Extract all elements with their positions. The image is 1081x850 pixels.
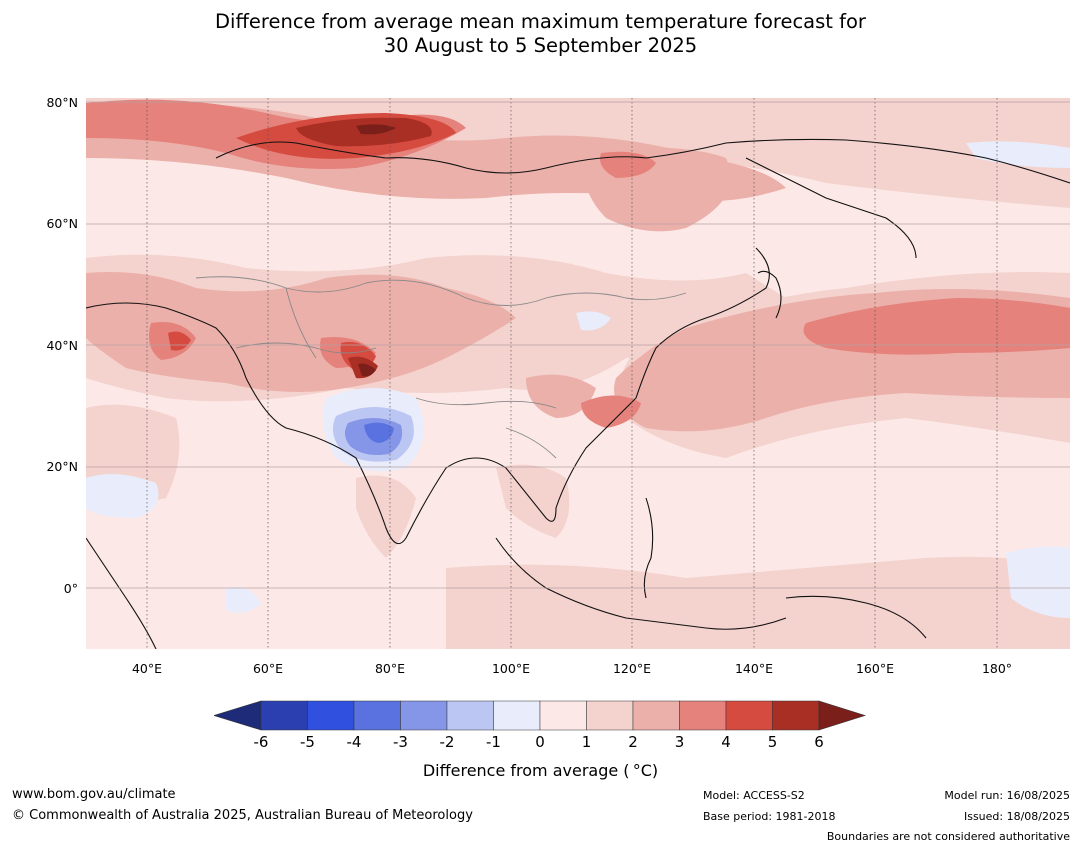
lat-label-0: 0°: [63, 581, 78, 596]
colorbar-label: 3: [674, 733, 685, 751]
lon-label-100e: 100°E: [491, 661, 530, 676]
colorbar-swatch: [539, 700, 587, 731]
lat-label-40n: 40°N: [46, 338, 78, 353]
lon-label-120e: 120°E: [612, 661, 651, 676]
model-run-date: Model run: 16/08/2025: [944, 789, 1070, 802]
colorbar-label: 2: [628, 733, 638, 751]
title-line-2: 30 August to 5 September 2025: [383, 34, 698, 57]
temperature-anomaly-map: [86, 98, 1070, 649]
boundaries-disclaimer: Boundaries are not considered authoritat…: [826, 830, 1070, 843]
issued-date: Issued: 18/08/2025: [963, 810, 1070, 823]
lat-label-20n: 20°N: [46, 459, 78, 474]
colorbar-swatch: [446, 700, 494, 731]
colorbar-swatch: [632, 700, 680, 731]
parallel-gridlines: [86, 101, 1070, 589]
anomaly-zone-minus-3-to-minus-4: [364, 422, 394, 443]
title-line-1: Difference from average mean maximum tem…: [215, 10, 866, 33]
colorbar-label: 4: [721, 733, 731, 751]
colorbar-label: -3: [393, 733, 408, 751]
lon-label-140e: 140°E: [734, 661, 773, 676]
colorbar-swatch: [586, 700, 634, 731]
lat-label-80n: 80°N: [46, 95, 78, 110]
lon-label-80e: 80°E: [374, 661, 406, 676]
coastlines: [86, 138, 1070, 649]
colorbar-label: -2: [439, 733, 455, 751]
copyright-text: © Commonwealth of Australia 2025, Austra…: [12, 808, 473, 823]
colorbar-swatch: [772, 700, 820, 731]
colorbar-label: 0: [535, 733, 545, 751]
colorbar-extend-high: [818, 700, 866, 731]
anomaly-zone-above-6: [356, 124, 396, 377]
colorbar-label: -4: [346, 733, 362, 751]
lon-label-180: 180°: [981, 661, 1013, 676]
colorbar-swatch: [353, 700, 401, 731]
map-title: Difference from average mean maximum tem…: [0, 10, 1081, 58]
colorbar-label: 6: [814, 733, 824, 751]
colorbar-swatch: [307, 700, 355, 731]
country-borders: [195, 276, 687, 459]
colorbar-swatch: [725, 700, 773, 731]
website-link[interactable]: www.bom.gov.au/climate: [12, 787, 176, 802]
lon-label-40e: 40°E: [131, 661, 163, 676]
colorbar-extend-low: [214, 700, 262, 731]
lon-label-60e: 60°E: [252, 661, 284, 676]
colorbar-label: -6: [253, 733, 269, 751]
colorbar-swatch: [400, 700, 448, 731]
base-period: Base period: 1981-2018: [703, 810, 836, 823]
colorbar-label: -1: [486, 733, 501, 751]
colorbar-label: -5: [300, 733, 315, 751]
colorbar-swatch: [679, 700, 727, 731]
colorbar-label: 1: [581, 733, 592, 751]
colorbar-label: 5: [767, 733, 778, 751]
colorbar-title: Difference from average ( °C): [422, 761, 659, 780]
model-name: Model: ACCESS-S2: [703, 789, 805, 802]
lon-label-160e: 160°E: [855, 661, 894, 676]
lat-label-60n: 60°N: [46, 216, 78, 231]
colorbar-swatch: [493, 700, 541, 731]
colorbar: [214, 700, 866, 731]
colorbar-swatch: [260, 700, 308, 731]
